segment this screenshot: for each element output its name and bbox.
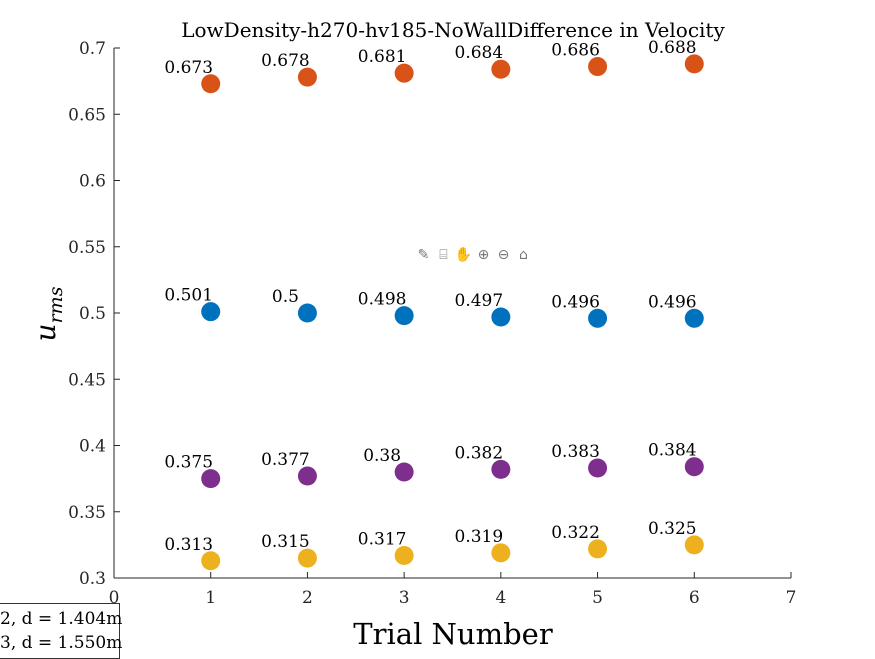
x-tick-label: 4 — [495, 588, 506, 608]
data-tip-icon[interactable]: ⌸ — [439, 247, 448, 263]
data-label: 0.315 — [261, 532, 310, 552]
axes-toolbar: ✎ ⌸ ✋ ⊕ ⊖ ⌂ — [414, 246, 533, 265]
data-point — [491, 543, 511, 563]
data-label: 0.319 — [455, 527, 504, 547]
data-label: 0.496 — [648, 292, 697, 312]
data-label: 0.684 — [455, 43, 504, 63]
data-label: 0.384 — [648, 441, 697, 461]
data-point — [394, 306, 414, 326]
data-label: 0.38 — [363, 446, 401, 466]
axes: 0.3 0.35 0.4 0.45 0.5 0.55 0.6 0.65 0.7 0 1 2 3 4 5 6 7 — [68, 39, 796, 608]
data-point — [394, 545, 414, 565]
x-tick-label: 6 — [689, 588, 700, 608]
data-label: 0.678 — [261, 51, 310, 71]
data-point — [201, 74, 221, 94]
chart-title: LowDensity-h270-hv185-NoWallDifference i… — [181, 18, 725, 42]
x-tick-label: 3 — [399, 588, 410, 608]
data-point — [684, 308, 704, 328]
data-point — [588, 458, 608, 478]
legend: 2, d = 1.404m 3, d = 1.550m — [0, 603, 123, 659]
x-tick-label: 0 — [109, 588, 120, 608]
y-axis-label: urms — [29, 286, 67, 341]
data-label: 0.5 — [272, 287, 299, 307]
x-axis-label: Trial Number — [353, 617, 553, 651]
data-label: 0.317 — [358, 529, 407, 549]
y-tick-label: 0.45 — [68, 370, 106, 390]
data-point — [297, 67, 317, 87]
x-tick-label: 1 — [205, 588, 216, 608]
zoom-out-icon[interactable]: ⊖ — [497, 247, 510, 263]
legend-entry: 3, d = 1.550m — [0, 633, 123, 653]
y-tick-label: 0.6 — [79, 172, 106, 192]
data-point — [297, 466, 317, 486]
data-point — [201, 551, 221, 571]
x-tick-label: 7 — [786, 588, 797, 608]
y-tick-label: 0.3 — [79, 569, 106, 589]
data-label: 0.322 — [551, 523, 600, 543]
y-tick-label: 0.55 — [68, 238, 106, 258]
data-label: 0.383 — [551, 442, 600, 462]
pan-icon[interactable]: ✋ — [454, 247, 473, 263]
data-point — [491, 59, 511, 79]
data-point — [588, 539, 608, 559]
data-point — [588, 308, 608, 328]
data-label: 0.681 — [358, 47, 407, 67]
data-point — [491, 307, 511, 327]
data-points: 0.673 0.678 0.681 0.684 0.686 0.688 0.501 0.5 0.… — [164, 38, 704, 571]
data-point — [297, 303, 317, 323]
x-tick-label: 5 — [592, 588, 603, 608]
data-point — [684, 457, 704, 477]
data-point — [588, 57, 608, 77]
data-label: 0.501 — [164, 286, 213, 306]
data-point — [394, 63, 414, 83]
data-label: 0.325 — [648, 519, 697, 539]
data-point — [297, 548, 317, 568]
data-label: 0.686 — [551, 41, 600, 61]
zoom-in-icon[interactable]: ⊕ — [477, 247, 490, 263]
data-label: 0.496 — [551, 292, 600, 312]
data-point — [394, 462, 414, 482]
data-label: 0.673 — [164, 58, 213, 78]
data-point — [684, 54, 704, 74]
data-point — [201, 302, 221, 322]
brush-icon[interactable]: ✎ — [417, 247, 430, 263]
y-tick-label: 0.65 — [68, 105, 106, 125]
data-label: 0.313 — [164, 535, 213, 555]
legend-entry: 2, d = 1.404m — [0, 609, 123, 629]
data-label: 0.498 — [358, 290, 407, 310]
y-tick-label: 0.4 — [79, 437, 106, 457]
home-icon[interactable]: ⌂ — [519, 247, 528, 263]
data-label: 0.497 — [455, 291, 504, 311]
data-label: 0.375 — [164, 453, 213, 473]
y-tick-label: 0.7 — [79, 39, 106, 59]
y-tick-label: 0.5 — [79, 304, 106, 324]
y-tick-label: 0.35 — [68, 503, 106, 523]
data-label: 0.688 — [648, 38, 697, 58]
data-label: 0.377 — [261, 450, 310, 470]
x-tick-label: 2 — [302, 588, 313, 608]
data-label: 0.382 — [455, 443, 504, 463]
data-point — [201, 469, 221, 489]
data-point — [684, 535, 704, 555]
data-point — [491, 459, 511, 479]
